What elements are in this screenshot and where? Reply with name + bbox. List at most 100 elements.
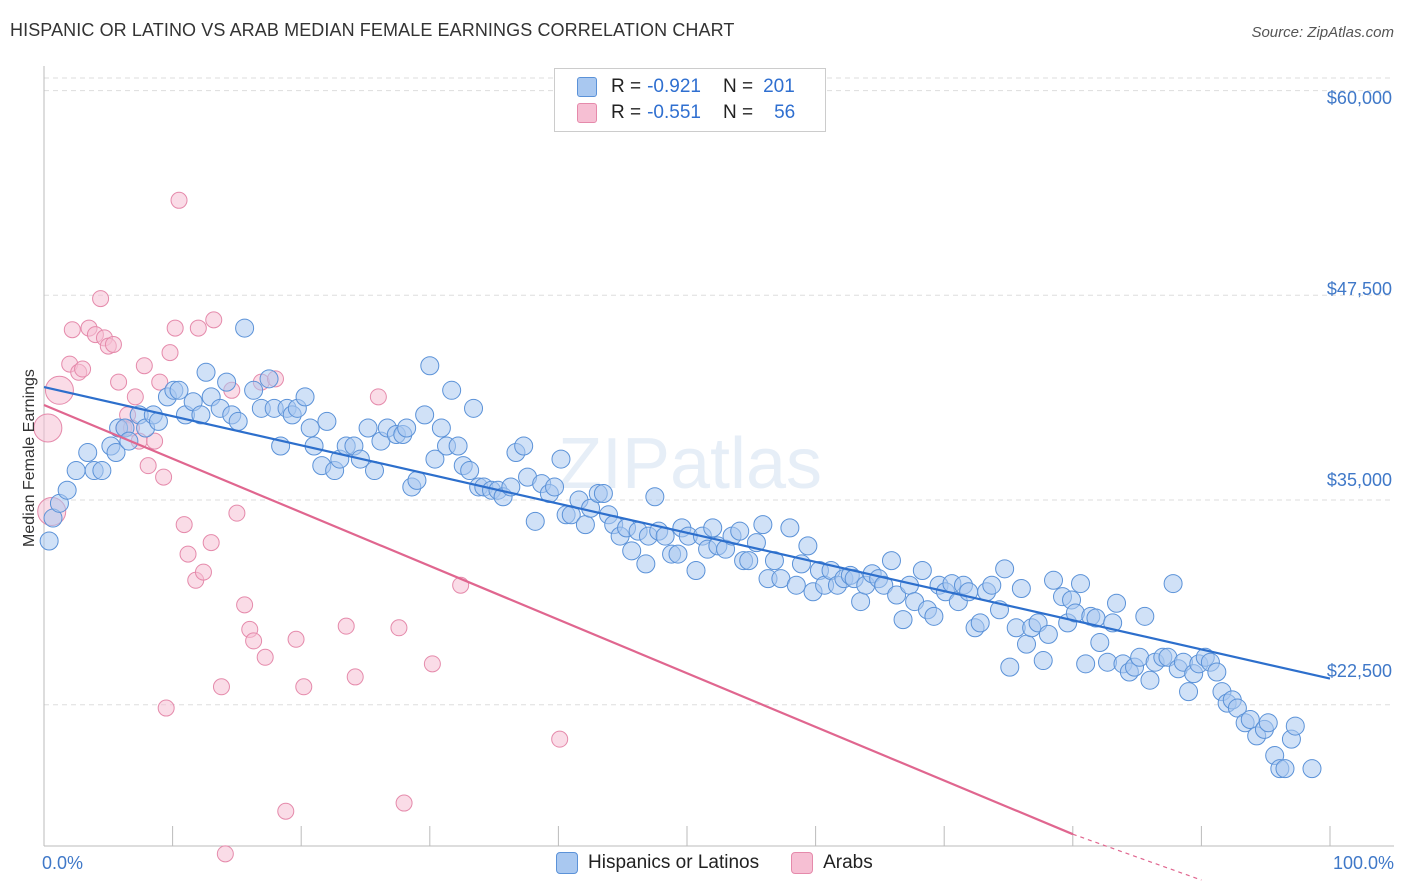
hispanic-point: [300, 418, 320, 438]
hispanic-point: [1090, 633, 1110, 653]
arab-point: [236, 596, 254, 614]
arab-point: [161, 344, 179, 362]
arab-point: [395, 794, 413, 812]
arab-point: [92, 290, 110, 308]
series-legend: Hispanics or Latinos Arabs: [556, 852, 905, 874]
hispanic-point: [753, 515, 773, 535]
hispanic-point: [525, 511, 545, 531]
hispanic-point: [431, 418, 451, 438]
hispanic-point: [1240, 710, 1260, 730]
hispanic-points: [39, 318, 1322, 779]
arab-trend-line: [43, 404, 1074, 836]
hispanic-point: [1285, 716, 1305, 736]
legend-swatch-blue: [556, 852, 578, 874]
arab-point: [369, 388, 387, 406]
hispanic-point: [739, 551, 759, 571]
arab-point: [175, 516, 193, 534]
arab-point: [245, 632, 263, 650]
legend-row-hispanic: R = -0.921 N = 201: [577, 75, 795, 99]
arab-point: [151, 373, 169, 391]
legend-r-label: R =: [611, 102, 642, 123]
hispanic-point: [39, 531, 59, 551]
hispanic-point: [1071, 574, 1091, 594]
hispanic-point: [1044, 570, 1064, 590]
hispanic-point: [169, 380, 189, 400]
arab-point: [104, 335, 122, 353]
arab-point: [216, 845, 234, 863]
legend-swatch-pink: [791, 852, 814, 874]
legend-item-arab[interactable]: Arabs: [791, 852, 873, 874]
hispanic-point: [1107, 593, 1127, 613]
arab-point: [423, 655, 441, 673]
hispanic-point: [295, 387, 315, 407]
arab-point: [189, 319, 207, 337]
hispanic-point: [1275, 759, 1295, 779]
arab-points: [33, 191, 569, 863]
arab-point: [146, 432, 164, 450]
legend-r-value: -0.551: [647, 102, 701, 123]
hispanic-point: [420, 356, 440, 376]
legend-label: Hispanics or Latinos: [588, 852, 760, 873]
hispanic-point: [191, 405, 211, 425]
legend-n-label: N =: [722, 102, 754, 123]
hispanic-point: [881, 551, 901, 571]
hispanic-point: [358, 418, 378, 438]
arab-point: [33, 413, 63, 443]
hispanic-point: [798, 536, 818, 556]
legend-r-value: -0.921: [647, 76, 701, 97]
arab-point: [179, 545, 197, 563]
legend-label: Arabs: [823, 852, 873, 873]
arab-point: [205, 311, 223, 329]
hispanic-point: [686, 560, 706, 580]
arab-point: [166, 319, 184, 337]
hispanic-point: [645, 487, 665, 507]
hispanic-point: [593, 483, 613, 503]
hispanic-point: [1017, 634, 1037, 654]
arab-point: [170, 191, 188, 209]
arab-point: [126, 388, 144, 406]
hispanic-point: [1227, 698, 1247, 718]
legend-swatch-pink: [577, 103, 597, 123]
hispanic-point: [1258, 713, 1278, 733]
y-tick-label: $35,000: [1327, 470, 1392, 490]
y-tick-label: $47,500: [1327, 279, 1392, 299]
hispanic-point: [228, 411, 248, 431]
legend-swatch-blue: [577, 77, 597, 97]
y-tick-label: $22,500: [1327, 661, 1392, 681]
hispanic-point: [1140, 670, 1160, 690]
arab-point: [228, 504, 246, 522]
hispanic-point: [415, 405, 435, 425]
hispanic-point: [1302, 759, 1322, 779]
hispanic-point: [1163, 574, 1183, 594]
arab-point: [155, 468, 173, 486]
hispanic-point: [464, 398, 484, 418]
hispanic-point: [786, 575, 806, 595]
hispanic-point: [893, 610, 913, 630]
x-tick-label: 0.0%: [42, 853, 83, 873]
hispanic-point: [57, 480, 77, 500]
hispanic-point: [851, 592, 871, 612]
y-tick-label: $60,000: [1327, 88, 1392, 108]
hispanic-point: [575, 515, 595, 535]
source-label: Source: ZipAtlas.com: [1251, 24, 1394, 41]
legend-r-label: R =: [611, 76, 642, 97]
hispanic-point: [730, 521, 750, 541]
legend-n-value: 201: [763, 76, 795, 97]
hispanic-point: [703, 518, 723, 538]
arab-point: [390, 619, 408, 637]
hispanic-trend-line: [43, 385, 1331, 680]
hispanic-point: [995, 559, 1015, 579]
hispanic-point: [317, 411, 337, 431]
hispanic-point: [425, 449, 445, 469]
x-tick-label: 100.0%: [1333, 853, 1394, 873]
hispanic-point: [78, 443, 98, 463]
hispanic-point: [92, 461, 112, 481]
legend-item-hispanic[interactable]: Hispanics or Latinos: [556, 852, 759, 874]
hispanic-point: [1000, 657, 1020, 677]
hispanic-point: [106, 443, 126, 463]
arab-point: [337, 617, 355, 635]
hispanic-point: [874, 575, 894, 595]
arab-point: [110, 373, 128, 391]
arab-point: [551, 730, 569, 748]
hispanic-point: [397, 418, 417, 438]
